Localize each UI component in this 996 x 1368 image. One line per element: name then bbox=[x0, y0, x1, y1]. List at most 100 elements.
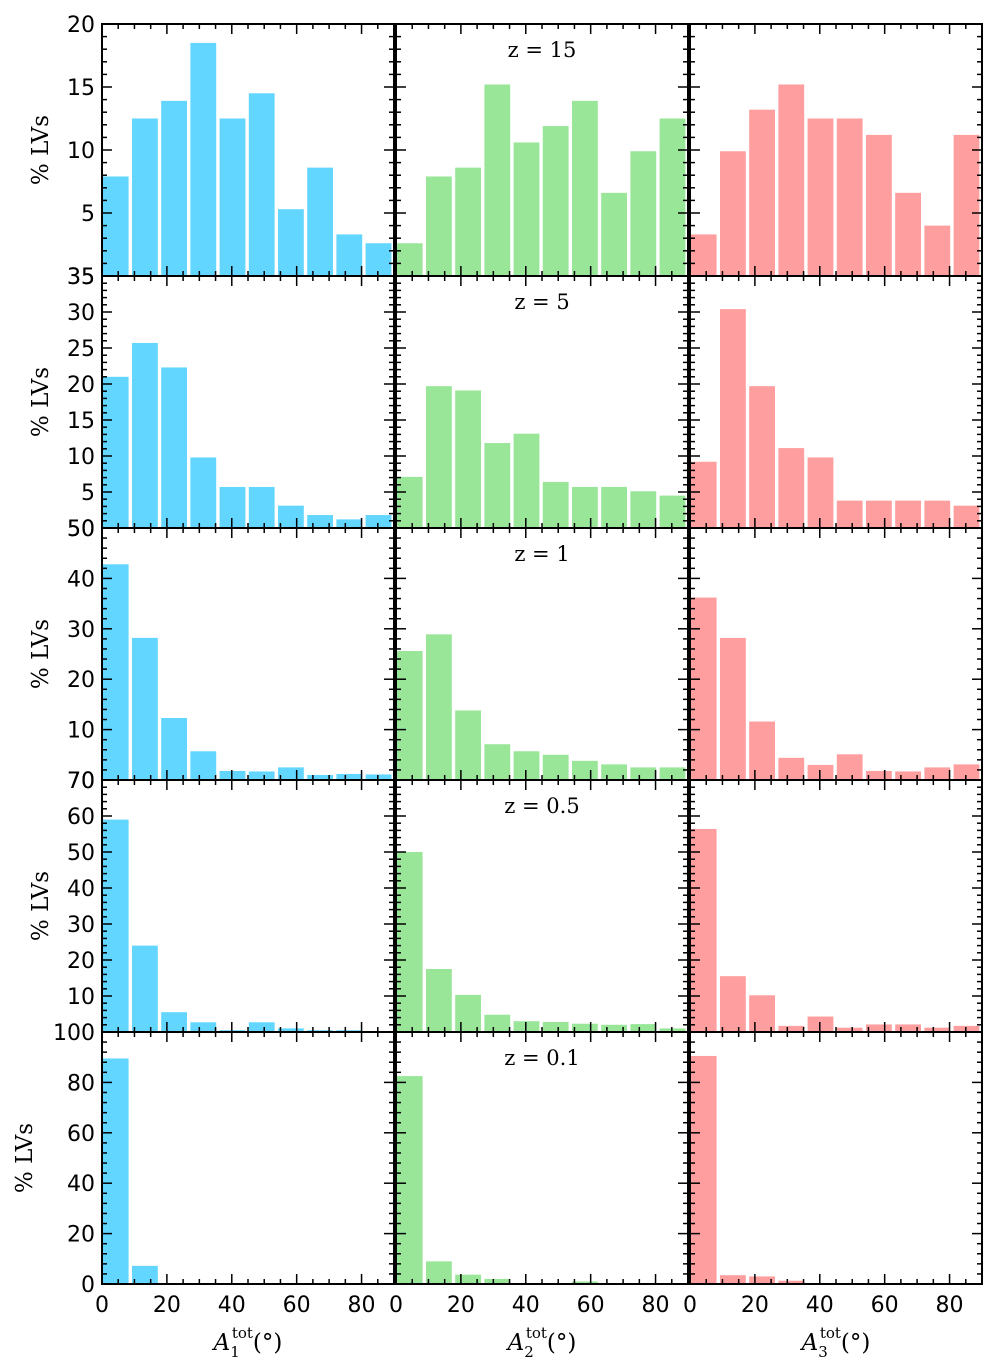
y-tick-label: 60 bbox=[67, 1122, 95, 1147]
panel-r3-c0 bbox=[101, 779, 395, 1033]
x-tick-label: 40 bbox=[512, 1293, 540, 1318]
y-tick-label: 20 bbox=[67, 949, 95, 974]
y-axis-title: % LVs bbox=[12, 1123, 38, 1193]
bar-A2-row3-bin5 bbox=[542, 1021, 569, 1032]
y-tick-label: 35 bbox=[67, 265, 95, 290]
y-axis-title: % LVs bbox=[28, 871, 54, 941]
bar-A2-row3-bin2 bbox=[455, 994, 481, 1032]
x-tick-label: 20 bbox=[153, 1293, 181, 1318]
x-axis-title-main: A bbox=[506, 1330, 525, 1356]
bar-A3-row1-bin0 bbox=[690, 461, 717, 528]
bar-A2-row0-bin1 bbox=[426, 176, 452, 276]
panel-grid: z = 15 z = 5 z = 1 z = 0.5 z = 0.1 bbox=[101, 23, 983, 1285]
bar-A1-row0-bin7 bbox=[307, 167, 333, 276]
bar-A2-row2-bin6 bbox=[572, 760, 598, 780]
y-tick-label: 5 bbox=[81, 481, 95, 506]
panel-r1-c2 bbox=[689, 275, 983, 529]
bar-A2-row2-bin0 bbox=[396, 650, 423, 780]
bar-A3-row2-bin7 bbox=[895, 771, 921, 780]
x-tick-labels: 0 20 40 60 80 0 20 40 60 80 0 20 40 60 80 bbox=[95, 1293, 964, 1318]
bar-A2-row4-bin2 bbox=[455, 1274, 481, 1284]
bar-A1-row3-bin3 bbox=[190, 1022, 217, 1032]
bar-A2-row2-bin3 bbox=[484, 744, 511, 780]
y-tick-label: 0 bbox=[81, 1273, 95, 1298]
bar-A2-row3-bin6 bbox=[572, 1023, 598, 1032]
bar-A1-row4-bin0 bbox=[102, 1058, 129, 1284]
x-axis-title-sup: tot bbox=[526, 1324, 547, 1342]
bar-A2-row0-bin0 bbox=[396, 243, 423, 276]
y-tick-label: 5 bbox=[81, 202, 95, 227]
bar-A1-row3-bin2 bbox=[161, 1012, 187, 1032]
bar-A3-row3-bin8 bbox=[924, 1027, 951, 1032]
bar-A1-row1-bin2 bbox=[161, 367, 187, 528]
y-tick-label: 20 bbox=[67, 373, 95, 398]
bar-A2-row1-bin3 bbox=[484, 443, 511, 528]
bar-A1-row1-bin6 bbox=[278, 505, 304, 528]
bar-A2-row1-bin9 bbox=[659, 495, 686, 528]
bar-A3-row2-bin5 bbox=[836, 754, 863, 780]
y-axis-title: % LVs bbox=[28, 619, 54, 689]
bar-A2-row4-bin6 bbox=[572, 1281, 598, 1284]
x-tick-label: 60 bbox=[577, 1293, 605, 1318]
bar-A3-row2-bin2 bbox=[749, 721, 775, 780]
bar-A1-row3-bin6 bbox=[278, 1028, 304, 1032]
bar-A1-row2-bin2 bbox=[161, 718, 187, 780]
x-axis-title-sub: 3 bbox=[818, 1343, 828, 1361]
bar-A1-row0-bin6 bbox=[278, 209, 304, 276]
y-tick-label: 20 bbox=[67, 668, 95, 693]
x-axis-title-sup: tot bbox=[820, 1324, 841, 1342]
x-tick-label: 40 bbox=[806, 1293, 834, 1318]
x-axis-title-sub: 2 bbox=[524, 1343, 534, 1361]
bar-A2-row1-bin7 bbox=[601, 486, 627, 528]
x-tick-label: 60 bbox=[283, 1293, 311, 1318]
y-tick-label: 30 bbox=[67, 913, 95, 938]
panel-title-z: z = 5 bbox=[514, 290, 569, 314]
x-axis-title-unit: (°) bbox=[547, 1330, 576, 1356]
y-tick-label: 10 bbox=[67, 445, 95, 470]
bar-A2-row3-bin8 bbox=[630, 1024, 657, 1032]
bar-A1-row2-bin8 bbox=[336, 773, 363, 780]
x-tick-label: 0 bbox=[389, 1293, 403, 1318]
y-axis-title: % LVs bbox=[28, 367, 54, 437]
bar-A3-row0-bin7 bbox=[895, 192, 921, 276]
bar-A3-row1-bin6 bbox=[866, 500, 892, 528]
x-axis-title: A1tot(°) bbox=[212, 1324, 283, 1361]
bar-A1-row2-bin5 bbox=[248, 771, 275, 780]
bar-A1-row1-bin1 bbox=[132, 342, 158, 528]
x-tick-label: 80 bbox=[936, 1293, 964, 1318]
bar-A3-row1-bin5 bbox=[836, 500, 863, 528]
bar-A3-row2-bin6 bbox=[866, 770, 892, 780]
bar-A2-row0-bin9 bbox=[659, 118, 686, 276]
bar-A1-row1-bin9 bbox=[365, 515, 392, 528]
y-tick-label: 35 bbox=[67, 265, 95, 290]
x-axis-title: A3tot(°) bbox=[800, 1324, 871, 1361]
bar-A1-row1-bin0 bbox=[102, 376, 129, 528]
y-tick-label: 70 bbox=[67, 769, 95, 794]
y-axis-titles: % LVs % LVs % LVs % LVs % LVs bbox=[12, 115, 54, 1193]
bar-A3-row3-bin7 bbox=[895, 1024, 921, 1032]
bar-A3-row0-bin0 bbox=[690, 234, 717, 276]
x-axis-title-main: A bbox=[212, 1330, 231, 1356]
bar-A2-row1-bin2 bbox=[455, 390, 481, 528]
bar-A2-row4-bin3 bbox=[484, 1278, 511, 1284]
y-tick-label: 50 bbox=[67, 517, 95, 542]
y-tick-label: 50 bbox=[67, 517, 95, 542]
panel-title-z: z = 0.5 bbox=[504, 794, 579, 818]
bar-A3-row1-bin2 bbox=[749, 386, 775, 528]
panel-title-z: z = 0.1 bbox=[504, 1046, 579, 1070]
y-tick-label: 80 bbox=[67, 1071, 95, 1096]
x-tick-label: 0 bbox=[683, 1293, 697, 1318]
y-tick-labels: 3551015205051015202530357010203040501001… bbox=[53, 13, 95, 1298]
bar-A3-row1-bin9 bbox=[953, 505, 980, 528]
x-axis-title-main: A bbox=[800, 1330, 819, 1356]
bar-A1-row2-bin1 bbox=[132, 637, 158, 780]
y-tick-label: 10 bbox=[67, 139, 95, 164]
y-tick-label: 70 bbox=[67, 769, 95, 794]
y-tick-label: 25 bbox=[67, 337, 95, 362]
x-tick-label: 20 bbox=[447, 1293, 475, 1318]
panel-r0-c1: z = 15 bbox=[395, 23, 689, 277]
bar-A3-row4-bin3 bbox=[778, 1280, 805, 1284]
bar-A3-row2-bin9 bbox=[953, 764, 980, 780]
bar-A2-row2-bin2 bbox=[455, 710, 481, 780]
y-tick-label: 10 bbox=[67, 985, 95, 1010]
